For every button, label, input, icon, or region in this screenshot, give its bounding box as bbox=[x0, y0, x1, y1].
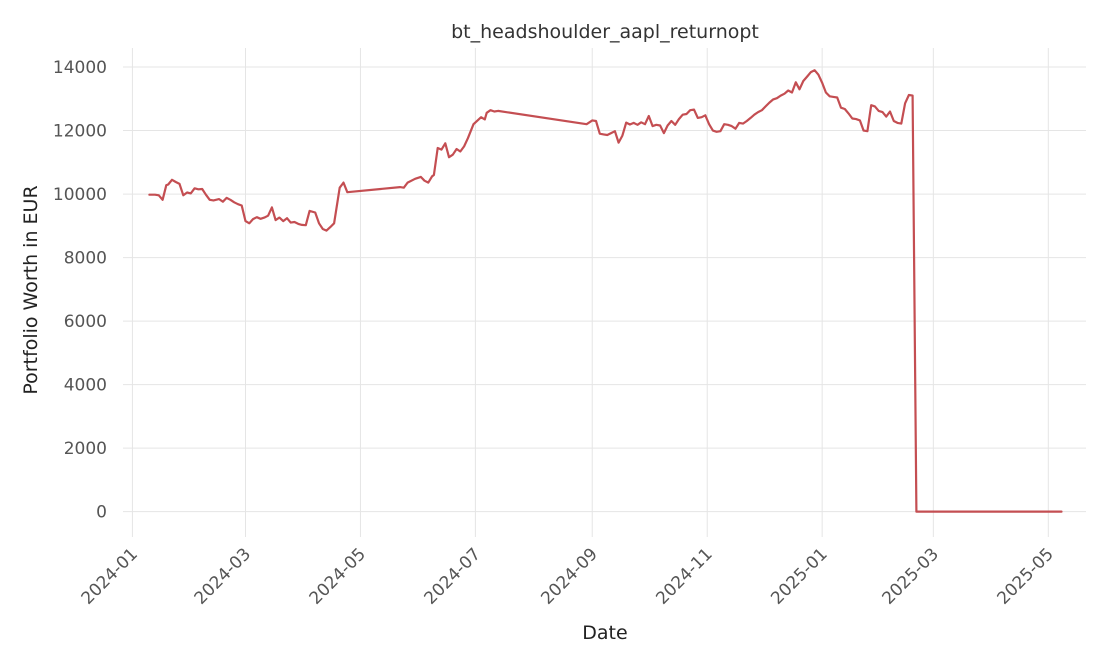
y-tick-label: 2000 bbox=[64, 439, 107, 459]
x-tick-label: 2025-03 bbox=[879, 544, 943, 608]
x-tick-label: 2024-01 bbox=[78, 544, 142, 608]
x-tick-label: 2025-05 bbox=[993, 544, 1057, 608]
x-gridlines bbox=[131, 48, 1049, 537]
x-tick-label: 2024-11 bbox=[652, 544, 716, 608]
x-tick-labels: 2024-01 2024-03 2024-05 2024-07 2024-09 2024-… bbox=[78, 544, 1058, 608]
y-tick-label: 8000 bbox=[64, 249, 107, 269]
series-layer bbox=[148, 69, 1063, 513]
y-tick-labels: 0 2000 4000 6000 8000 10000 12000 14000 bbox=[53, 58, 107, 523]
y-axis-label: Portfolio Worth in EUR bbox=[20, 185, 42, 394]
y-tick-label: 14000 bbox=[53, 58, 107, 78]
chart-title: bt_headshoulder_aapl_returnopt bbox=[451, 21, 759, 43]
y-tick-label: 0 bbox=[96, 503, 107, 523]
y-gridlines bbox=[123, 66, 1086, 513]
x-tick-label: 2025-01 bbox=[767, 544, 831, 608]
x-axis-label: Date bbox=[582, 622, 627, 644]
x-tick-label: 2024-09 bbox=[537, 544, 601, 608]
portfolio-series-line bbox=[148, 69, 1063, 513]
y-tick-label: 6000 bbox=[64, 312, 107, 332]
x-tick-label: 2024-03 bbox=[191, 544, 255, 608]
y-tick-label: 10000 bbox=[53, 185, 107, 205]
x-tick-label: 2024-05 bbox=[306, 544, 370, 608]
y-tick-label: 12000 bbox=[53, 122, 107, 142]
y-tick-label: 4000 bbox=[64, 376, 107, 396]
x-tick-label: 2024-07 bbox=[421, 544, 485, 608]
